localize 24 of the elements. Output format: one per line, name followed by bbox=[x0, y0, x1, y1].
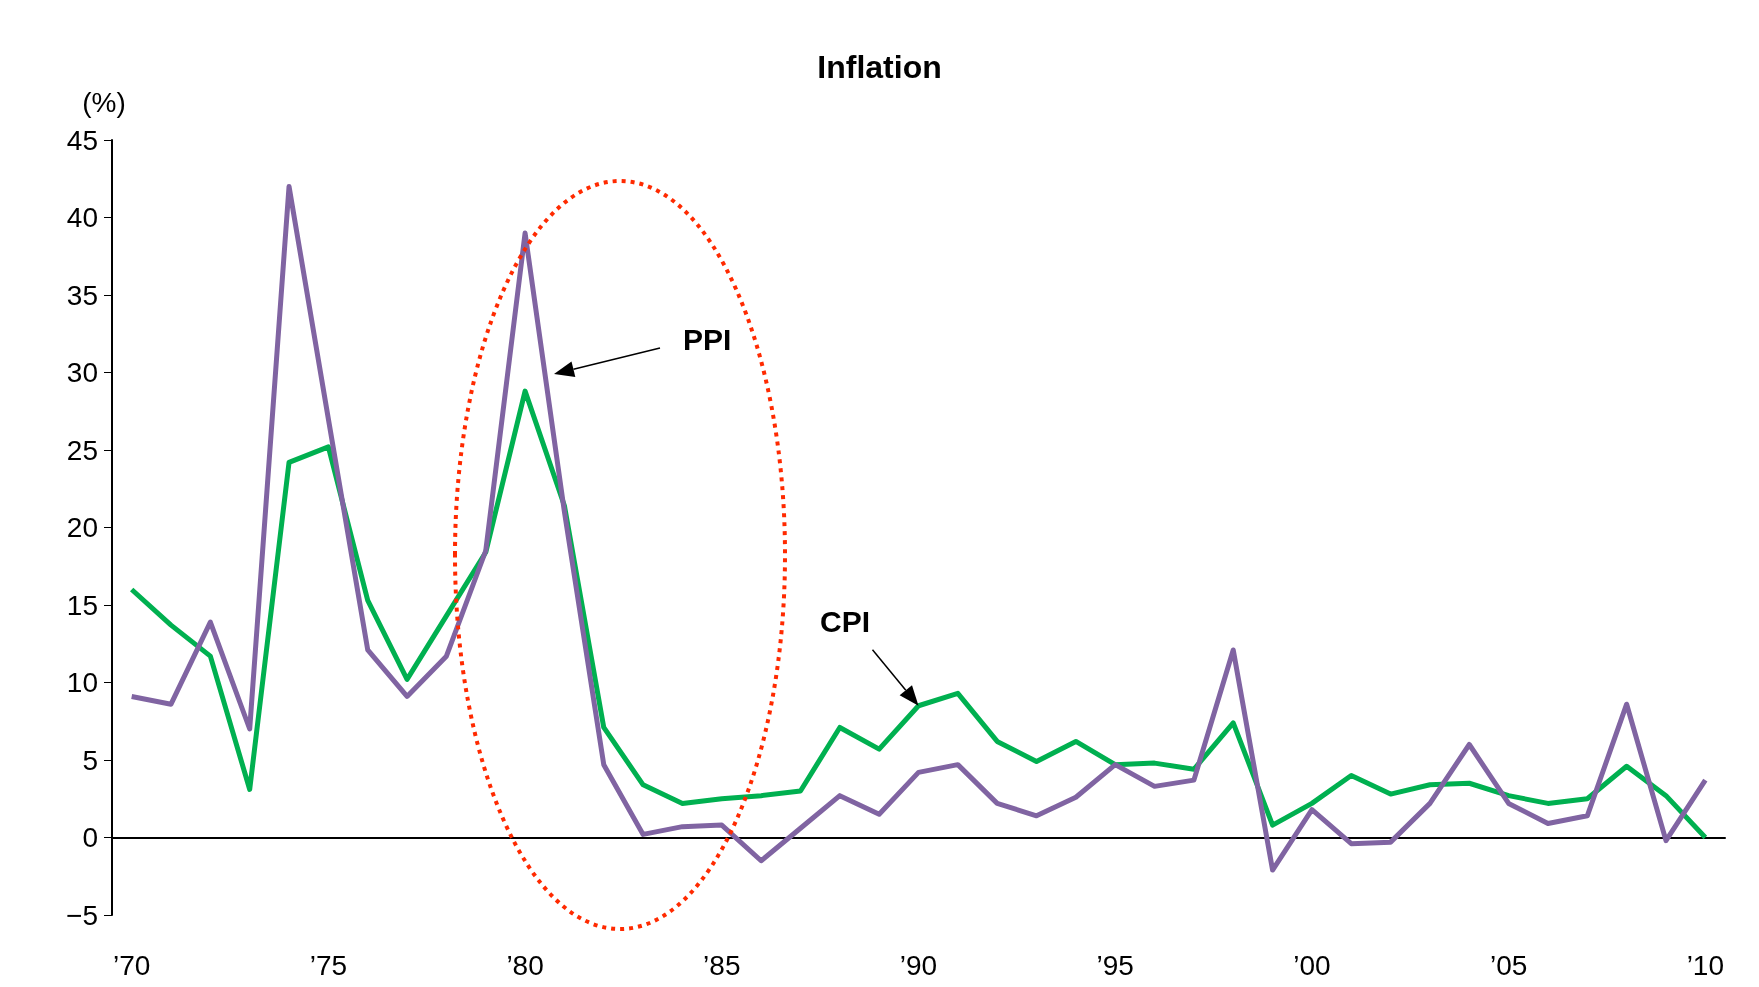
x-tick-label: ’80 bbox=[506, 949, 544, 981]
y-tick-label: 10 bbox=[66, 667, 98, 698]
y-tick-label: 20 bbox=[66, 512, 98, 543]
y-tick-label: 5 bbox=[82, 744, 98, 776]
x-tick-label: ’70 bbox=[112, 949, 151, 981]
x-tick-label: ’10 bbox=[1686, 949, 1725, 981]
y-tick-label: 0 bbox=[82, 822, 98, 853]
x-tick-label: ’75 bbox=[309, 949, 348, 981]
y-tick-label: 15 bbox=[66, 589, 98, 621]
chart-title: Inflation bbox=[817, 49, 942, 85]
x-tick-label: ’95 bbox=[1096, 949, 1134, 981]
y-tick-label: 45 bbox=[66, 124, 98, 156]
y-tick-label: 35 bbox=[66, 279, 98, 311]
y-tick-label: 40 bbox=[66, 202, 98, 233]
annotation: CPI bbox=[820, 604, 871, 638]
y-tick-label: 30 bbox=[66, 357, 98, 388]
x-tick-label: ’00 bbox=[1293, 949, 1331, 981]
x-tick-label: ’90 bbox=[899, 949, 938, 981]
annotation: PPI bbox=[683, 322, 732, 356]
x-tick-label: ’05 bbox=[1489, 949, 1528, 981]
y-tick-label: 25 bbox=[66, 434, 98, 466]
y-tick-label: −5 bbox=[66, 899, 98, 931]
x-tick-label: ’85 bbox=[703, 949, 741, 981]
y-axis-title: (%) bbox=[82, 86, 126, 118]
